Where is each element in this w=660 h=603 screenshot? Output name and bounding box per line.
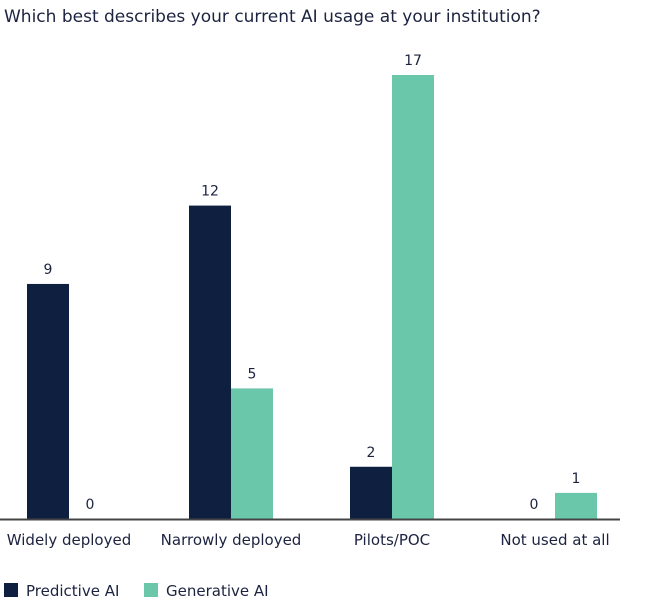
- data-label: 17: [404, 53, 422, 69]
- bar-generative-3: [555, 492, 597, 519]
- legend-label: Generative AI: [166, 582, 269, 599]
- x-tick-label: Pilots/POC: [354, 531, 430, 549]
- x-tick-label: Widely deployed: [7, 531, 131, 549]
- data-label: 2: [367, 445, 376, 461]
- data-label: 1: [572, 471, 581, 487]
- legend-swatch-1: [144, 583, 158, 597]
- data-label: 0: [530, 497, 539, 513]
- x-tick-label: Not used at all: [500, 531, 609, 549]
- data-label: 9: [44, 262, 53, 278]
- bar-predictive-0: [27, 283, 69, 519]
- data-label: 12: [201, 184, 219, 200]
- bar-predictive-1: [189, 205, 231, 519]
- legend-label: Predictive AI: [26, 582, 119, 599]
- chart-title: Which best describes your current AI usa…: [4, 7, 541, 27]
- bar-generative-1: [231, 388, 273, 519]
- bar-predictive-2: [350, 466, 392, 519]
- legend-swatch-0: [4, 583, 18, 597]
- x-tick-label: Narrowly deployed: [161, 531, 302, 549]
- data-label: 5: [248, 366, 257, 382]
- bar-generative-2: [392, 75, 434, 519]
- data-label: 0: [86, 497, 95, 513]
